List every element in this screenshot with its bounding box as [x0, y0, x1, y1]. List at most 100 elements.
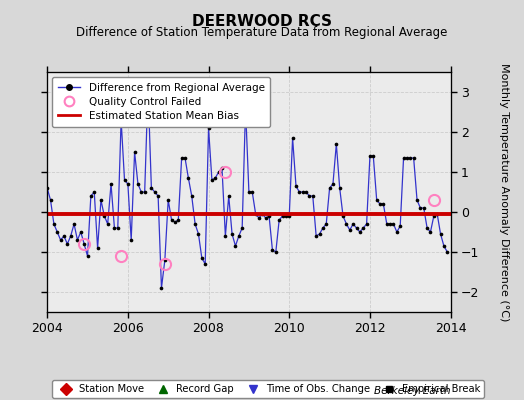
Point — [184, 175, 193, 181]
Point — [235, 233, 243, 239]
Point — [332, 141, 341, 147]
Point — [356, 229, 364, 235]
Point — [154, 193, 162, 199]
Point — [147, 185, 156, 191]
Point — [174, 217, 182, 223]
Point — [242, 105, 250, 111]
Point — [150, 189, 159, 195]
Point — [346, 227, 354, 233]
Point — [144, 85, 152, 91]
Point — [369, 153, 377, 159]
Point — [124, 181, 132, 187]
Point — [93, 245, 102, 251]
Point — [252, 211, 260, 217]
Point — [258, 211, 267, 217]
Point — [53, 229, 61, 235]
Point — [433, 211, 441, 217]
Point — [423, 225, 431, 231]
Point — [288, 135, 297, 141]
Point — [245, 189, 253, 195]
Point — [208, 177, 216, 183]
Point — [67, 233, 75, 239]
Point — [214, 169, 223, 175]
Point — [278, 213, 287, 219]
Point — [100, 213, 108, 219]
Point — [140, 189, 149, 195]
Point — [60, 233, 68, 239]
Point — [319, 225, 327, 231]
Point — [221, 233, 230, 239]
Point — [436, 231, 445, 237]
Point — [107, 181, 115, 187]
Point — [373, 197, 381, 203]
Point — [97, 197, 105, 203]
Point — [110, 225, 118, 231]
Point — [225, 193, 233, 199]
Point — [409, 155, 418, 161]
Point — [255, 215, 263, 221]
Point — [191, 221, 199, 227]
Point — [282, 213, 290, 219]
Point — [352, 225, 361, 231]
Point — [376, 201, 384, 207]
Point — [309, 193, 317, 199]
Point — [50, 221, 58, 227]
Point — [157, 285, 166, 291]
Point — [178, 155, 186, 161]
Point — [315, 231, 324, 237]
Point — [379, 201, 388, 207]
Legend: Station Move, Record Gap, Time of Obs. Change, Empirical Break: Station Move, Record Gap, Time of Obs. C… — [52, 380, 484, 398]
Point — [86, 193, 95, 199]
Point — [238, 225, 246, 231]
Point — [359, 225, 367, 231]
Point — [218, 165, 226, 171]
Point — [329, 181, 337, 187]
Point — [413, 197, 421, 203]
Point — [231, 243, 239, 249]
Point — [43, 185, 51, 191]
Text: Berkeley Earth: Berkeley Earth — [374, 386, 451, 396]
Point — [302, 189, 310, 195]
Y-axis label: Monthly Temperature Anomaly Difference (°C): Monthly Temperature Anomaly Difference (… — [499, 63, 509, 321]
Point — [305, 193, 314, 199]
Point — [265, 213, 274, 219]
Point — [57, 237, 65, 243]
Point — [295, 189, 303, 195]
Point — [137, 189, 146, 195]
Point — [204, 125, 213, 131]
Point — [285, 213, 293, 219]
Point — [77, 229, 85, 235]
Point — [386, 221, 395, 227]
Point — [104, 221, 112, 227]
Point — [430, 213, 438, 219]
Point — [248, 189, 256, 195]
Point — [349, 221, 357, 227]
Point — [268, 247, 277, 253]
Point — [399, 155, 408, 161]
Point — [211, 175, 220, 181]
Point — [161, 257, 169, 263]
Point — [339, 213, 347, 219]
Point — [261, 215, 270, 221]
Point — [198, 255, 206, 261]
Point — [416, 205, 424, 211]
Point — [366, 153, 374, 159]
Text: DEERWOOD RCS: DEERWOOD RCS — [192, 14, 332, 29]
Point — [80, 241, 89, 247]
Point — [63, 241, 72, 247]
Point — [70, 221, 78, 227]
Point — [389, 221, 398, 227]
Point — [275, 217, 283, 223]
Point — [83, 253, 92, 259]
Point — [114, 225, 122, 231]
Point — [342, 221, 351, 227]
Point — [271, 249, 280, 255]
Point — [403, 155, 411, 161]
Point — [292, 183, 300, 189]
Point — [396, 223, 405, 229]
Point — [134, 181, 142, 187]
Point — [406, 155, 414, 161]
Text: Difference of Station Temperature Data from Regional Average: Difference of Station Temperature Data f… — [77, 26, 447, 39]
Point — [121, 177, 129, 183]
Point — [440, 243, 448, 249]
